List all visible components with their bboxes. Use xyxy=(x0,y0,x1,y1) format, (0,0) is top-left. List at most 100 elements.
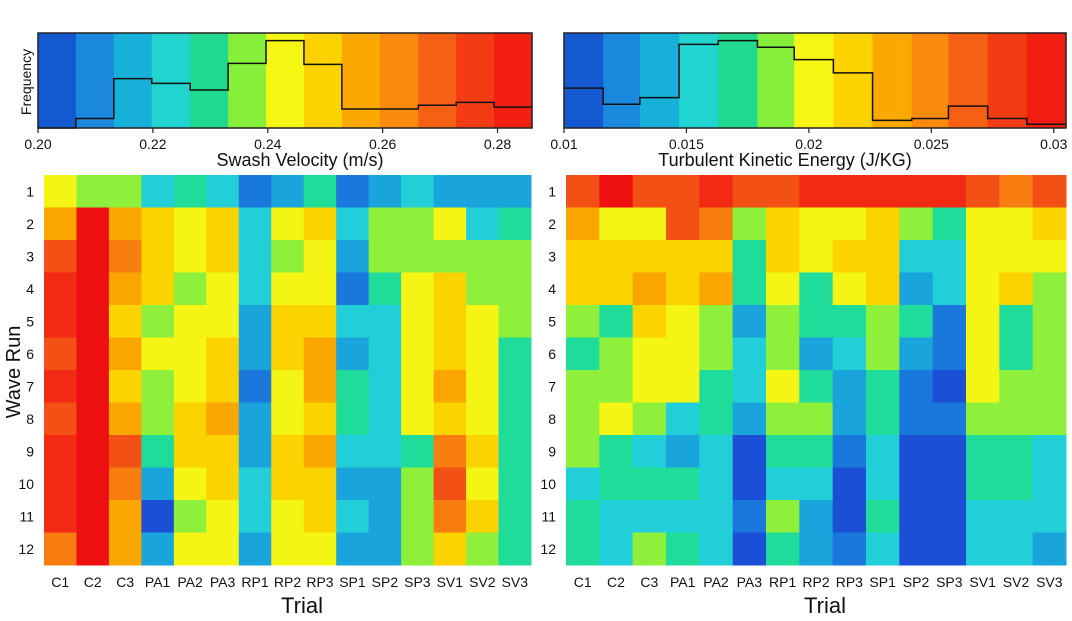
velocity-histogram-bin-10 xyxy=(418,33,457,128)
velocity-heatmap-cell-r4-c10 xyxy=(336,272,370,306)
velocity-heatmap-cell-r8-c14 xyxy=(466,402,500,436)
tke-heatmap-cell-r4-c5 xyxy=(699,272,734,306)
tke-heatmap-y-tick-label: 5 xyxy=(548,313,556,329)
velocity-heatmap-cell-r7-c10 xyxy=(336,370,370,403)
tke-heatmap-xlabel: Trial xyxy=(804,593,846,618)
tke-heatmap-y-tick-label: 8 xyxy=(548,411,556,427)
tke-heatmap-cell-r5-c11 xyxy=(899,305,934,338)
velocity-heatmap-cell-r3-c15 xyxy=(498,240,532,273)
velocity-heatmap-cell-r11-c7 xyxy=(238,500,272,533)
velocity-heatmap-cell-r9-c6 xyxy=(206,435,240,468)
tke-heatmap-cell-r2-c1 xyxy=(566,207,600,241)
velocity-heatmap-cell-r12-c5 xyxy=(173,532,207,566)
tke-heatmap-cell-r4-c4 xyxy=(666,272,700,306)
tke-heatmap-cell-r12-c15 xyxy=(1032,532,1067,566)
velocity-heatmap-x-tick-label: RP1 xyxy=(241,574,268,590)
tke-heatmap-cell-r11-c15 xyxy=(1032,500,1067,533)
tke-heatmap-x-tick-label: RP1 xyxy=(769,574,796,590)
velocity-heatmap-cell-r1-c13 xyxy=(433,175,467,208)
velocity-histogram-bins xyxy=(38,33,533,128)
velocity-heatmap-y-tick-label: 3 xyxy=(26,248,34,264)
tke-heatmap-cell-r7-c1 xyxy=(566,370,600,403)
tke-histogram-title: Turbulent Kinetic Energy (J/KG) xyxy=(658,150,911,170)
velocity-heatmap-cell-r4-c2 xyxy=(76,272,110,306)
velocity-heatmap-cell-r4-c12 xyxy=(401,272,435,306)
tke-heatmap-cell-r12-c12 xyxy=(932,532,967,566)
tke-heatmap-cell-r5-c3 xyxy=(632,305,667,338)
velocity-heatmap-cell-r11-c9 xyxy=(303,500,337,533)
velocity-heatmap-cell-r1-c9 xyxy=(303,175,337,208)
velocity-heatmap-cell-r7-c12 xyxy=(401,370,435,403)
velocity-heatmap-cell-r10-c7 xyxy=(238,467,272,501)
tke-heatmap-cell-r6-c4 xyxy=(666,337,700,371)
velocity-heatmap-cell-r6-c9 xyxy=(303,337,337,371)
tke-heatmap-cell-r8-c6 xyxy=(732,402,767,436)
velocity-heatmap-y-tick-label: 5 xyxy=(26,313,34,329)
velocity-heatmap-cell-r6-c14 xyxy=(466,337,500,371)
tke-heatmap-cell-r3-c15 xyxy=(1032,240,1067,273)
velocity-heatmap-cell-r12-c10 xyxy=(336,532,370,566)
tke-heatmap-cell-r9-c1 xyxy=(566,435,600,468)
tke-heatmap-cell-r7-c15 xyxy=(1032,370,1067,403)
tke-heatmap-cell-r9-c4 xyxy=(666,435,700,468)
tke-heatmap-cell-r5-c4 xyxy=(666,305,700,338)
tke-histogram-tick-label: 0.015 xyxy=(669,136,704,152)
tke-heatmap-cell-r4-c6 xyxy=(732,272,767,306)
tke-heatmap-cell-r8-c8 xyxy=(799,402,834,436)
velocity-heatmap-cell-r1-c14 xyxy=(466,175,500,208)
tke-heatmap-cell-r6-c1 xyxy=(566,337,600,371)
velocity-heatmap-cell-r10-c4 xyxy=(141,467,175,501)
velocity-heatmap-cell-r2-c13 xyxy=(433,207,467,241)
tke-heatmap-cell-r11-c13 xyxy=(966,500,1000,533)
velocity-heatmap-cell-r1-c5 xyxy=(173,175,207,208)
tke-heatmap-cell-r11-c5 xyxy=(699,500,734,533)
tke-heatmap-cell-r1-c2 xyxy=(599,175,634,208)
velocity-heatmap-cell-r12-c7 xyxy=(238,532,272,566)
velocity-heatmap-cell-r11-c13 xyxy=(433,500,467,533)
tke-heatmap-cell-r3-c1 xyxy=(566,240,600,273)
tke-heatmap-cell-r1-c10 xyxy=(866,175,900,208)
velocity-heatmap-cell-r8-c7 xyxy=(238,402,272,436)
velocity-heatmap-x-tick-label: RP3 xyxy=(306,574,333,590)
velocity-heatmap-cell-r11-c8 xyxy=(271,500,305,533)
tke-heatmap-cell-r5-c12 xyxy=(932,305,967,338)
velocity-heatmap-x-tick-label: SP3 xyxy=(404,574,431,590)
tke-heatmap-cell-r9-c11 xyxy=(899,435,934,468)
tke-heatmap-cell-r6-c12 xyxy=(932,337,967,371)
velocity-heatmap-cell-r1-c1 xyxy=(44,175,77,208)
velocity-heatmap-cell-r4-c7 xyxy=(238,272,272,306)
tke-heatmap-cell-r9-c9 xyxy=(832,435,867,468)
tke-heatmap-cell-r4-c14 xyxy=(999,272,1034,306)
tke-heatmap-cell-r10-c13 xyxy=(966,467,1000,501)
velocity-heatmap-cell-r1-c15 xyxy=(498,175,532,208)
tke-heatmap-cell-r2-c5 xyxy=(699,207,734,241)
tke-heatmap-cell-r5-c8 xyxy=(799,305,834,338)
velocity-heatmap-x-tick-label: C3 xyxy=(116,574,134,590)
tke-heatmap-cell-r6-c14 xyxy=(999,337,1034,371)
velocity-heatmap-cell-r7-c7 xyxy=(238,370,272,403)
tke-histogram-bin-7 xyxy=(833,33,874,128)
tke-heatmap-cell-r3-c6 xyxy=(732,240,767,273)
velocity-heatmap-cell-r3-c2 xyxy=(76,240,110,273)
tke-heatmap-cell-r2-c15 xyxy=(1032,207,1067,241)
velocity-heatmap-cell-r8-c9 xyxy=(303,402,337,436)
tke-heatmap-cell-r4-c15 xyxy=(1032,272,1067,306)
velocity-histogram-tick-label: 0.26 xyxy=(369,136,396,152)
velocity-heatmap-cell-r9-c1 xyxy=(44,435,77,468)
tke-heatmap-cell-r4-c8 xyxy=(799,272,834,306)
tke-heatmap-cell-r10-c7 xyxy=(766,467,800,501)
velocity-heatmap-cell-r12-c14 xyxy=(466,532,500,566)
velocity-heatmap-x-tick-label: C2 xyxy=(84,574,102,590)
tke-heatmap-cell-r4-c9 xyxy=(832,272,867,306)
velocity-heatmap-cell-r12-c2 xyxy=(76,532,110,566)
velocity-heatmap-cell-r5-c9 xyxy=(303,305,337,338)
tke-heatmap-x-tick-label: C2 xyxy=(607,574,625,590)
velocity-heatmap-cell-r10-c9 xyxy=(303,467,337,501)
tke-heatmap-cell-r2-c12 xyxy=(932,207,967,241)
velocity-heatmap-cell-r1-c7 xyxy=(238,175,272,208)
tke-heatmap-cell-r8-c11 xyxy=(899,402,934,436)
tke-heatmap-x-tick-label: SV1 xyxy=(969,574,996,590)
tke-histogram-x-ticks: 0.01 0.015 0.02 0.025 0.03 xyxy=(550,128,1068,152)
velocity-heatmap-cell-r1-c10 xyxy=(336,175,370,208)
velocity-heatmap-cell-r8-c11 xyxy=(368,402,402,436)
